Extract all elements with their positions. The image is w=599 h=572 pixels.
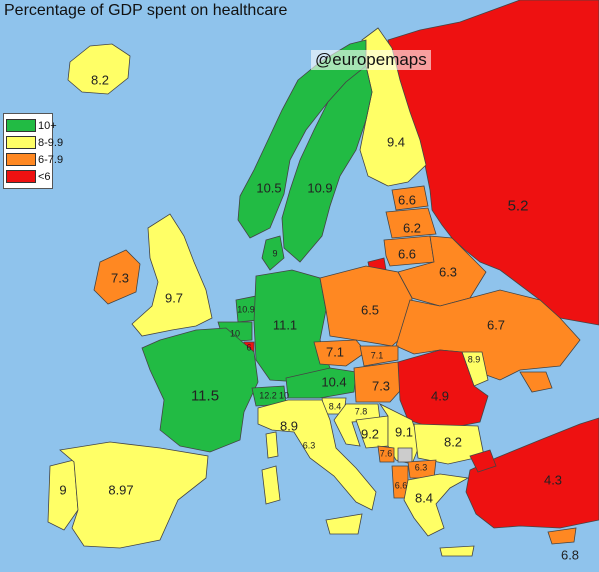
value-luxembourg: 6 — [246, 342, 252, 353]
value-switzerland: 12.2 — [259, 390, 277, 401]
value-uk: 9.7 — [164, 290, 184, 306]
value-italy: 8.9 — [279, 418, 299, 434]
region-czechia — [313, 339, 367, 367]
region-uk — [131, 213, 213, 337]
region-sardinia — [261, 465, 281, 505]
value-portugal: 9 — [59, 482, 67, 498]
value-czechia: 7.1 — [325, 344, 345, 360]
value-north-macedonia: 6.3 — [414, 462, 428, 473]
legend-swatch — [6, 170, 36, 183]
region-denmark — [261, 235, 285, 271]
legend: 10+ 8-9.9 6-7.9 <6 — [3, 113, 63, 189]
region-estonia — [391, 185, 429, 211]
legend-item: <6 — [6, 168, 51, 185]
region-croatia — [333, 403, 381, 447]
region-crimea — [519, 371, 553, 393]
value-netherlands: 10.9 — [237, 304, 255, 315]
region-portugal — [47, 459, 79, 531]
region-sicily — [325, 513, 363, 535]
region-bulgaria — [413, 423, 485, 465]
value-spain: 8.97 — [108, 482, 134, 498]
legend-item: 8-9.9 — [6, 134, 63, 151]
region-italy — [257, 399, 377, 511]
map-title: Percentage of GDP spent on healthcare — [4, 2, 288, 19]
value-san-marino: 6.3 — [302, 440, 316, 451]
value-bosnia: 9.2 — [360, 426, 380, 442]
region-austria — [285, 367, 357, 399]
legend-label: 6-7.9 — [38, 153, 64, 166]
region-corsica — [265, 431, 279, 459]
value-iceland: 8.2 — [90, 72, 110, 88]
value-sweden: 10.9 — [307, 180, 333, 196]
value-croatia: 7.8 — [354, 406, 368, 417]
region-ireland — [93, 249, 141, 305]
value-ireland: 7.3 — [110, 270, 130, 286]
value-slovenia: 8.4 — [328, 401, 342, 412]
legend-swatch — [6, 119, 36, 132]
region-latvia — [385, 207, 437, 239]
value-estonia: 6.6 — [397, 192, 417, 208]
region-norway — [237, 39, 367, 239]
value-latvia: 6.2 — [402, 220, 422, 236]
region-turkey-thrace — [469, 449, 497, 473]
value-moldova: 8.9 — [467, 354, 481, 365]
region-cyprus — [547, 527, 577, 545]
value-hungary: 7.3 — [371, 378, 391, 394]
region-spain — [59, 441, 209, 549]
value-liechtenstein: 10 — [278, 390, 290, 401]
legend-label: 10+ — [38, 119, 57, 132]
value-russia: 5.2 — [507, 197, 529, 215]
region-turkey — [465, 417, 599, 529]
value-poland: 6.5 — [360, 302, 380, 318]
region-iceland — [67, 43, 131, 95]
region-romania — [397, 349, 489, 431]
watermark: @europemaps — [311, 50, 431, 70]
value-finland: 9.4 — [386, 134, 406, 150]
value-belarus: 6.3 — [438, 264, 458, 280]
value-montenegro: 7.6 — [379, 448, 393, 459]
value-cyprus: 6.8 — [560, 547, 580, 563]
value-greece: 8.4 — [414, 490, 434, 506]
region-hungary — [353, 361, 409, 403]
value-bulgaria: 8.2 — [443, 434, 463, 450]
region-france — [141, 327, 259, 453]
value-belgium: 10 — [229, 328, 241, 339]
legend-item: 6-7.9 — [6, 151, 63, 168]
value-turkey: 4.3 — [543, 472, 563, 488]
region-slovakia — [359, 345, 399, 367]
legend-swatch — [6, 153, 36, 166]
value-norway: 10.5 — [256, 180, 282, 196]
value-france: 11.5 — [190, 387, 220, 405]
value-austria: 10.4 — [321, 374, 347, 390]
region-greece — [403, 473, 470, 537]
region-kosovo — [397, 447, 413, 463]
value-lithuania: 6.6 — [397, 246, 417, 262]
value-albania: 6.6 — [394, 480, 408, 491]
value-slovakia: 7.1 — [370, 350, 384, 361]
region-crete — [439, 545, 475, 557]
value-serbia: 9.1 — [394, 424, 414, 440]
legend-label: 8-9.9 — [38, 136, 64, 149]
value-romania: 4.9 — [430, 388, 450, 404]
region-ukraine — [395, 289, 581, 381]
legend-item: 10+ — [6, 117, 57, 134]
legend-swatch — [6, 136, 36, 149]
value-germany: 11.1 — [272, 317, 298, 333]
region-montenegro — [377, 445, 395, 463]
value-ukraine: 6.7 — [486, 317, 506, 333]
region-sweden — [281, 65, 373, 263]
region-lithuania — [383, 235, 435, 267]
value-denmark: 9 — [272, 248, 278, 259]
legend-label: <6 — [38, 170, 51, 183]
